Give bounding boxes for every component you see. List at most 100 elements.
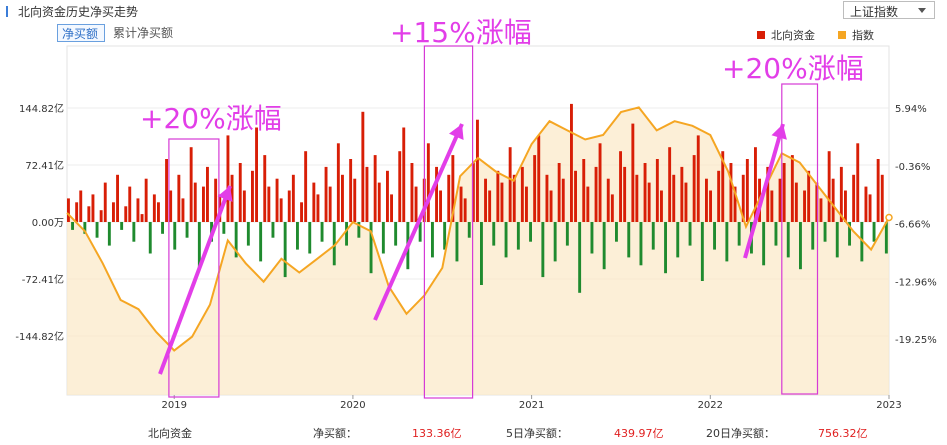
index-select-dropdown[interactable]: 上证指数 xyxy=(843,1,935,19)
y-left-tick-label: -144.82亿 xyxy=(15,330,64,343)
y-right-tick-label: -0.36% xyxy=(895,162,930,173)
northbound-bar xyxy=(856,143,860,222)
northbound-bar xyxy=(238,163,242,222)
northbound-bar xyxy=(574,170,577,222)
northbound-bar xyxy=(754,147,757,222)
legend-index-swatch xyxy=(838,31,846,39)
gain-annotation: +20%涨幅 xyxy=(722,52,864,85)
footer-net-value: 133.36亿 xyxy=(412,427,462,440)
arrowhead xyxy=(449,124,464,140)
northbound-bar xyxy=(152,194,156,222)
northbound-bar xyxy=(778,178,782,222)
legend-northbound-swatch xyxy=(757,31,765,39)
northbound-bar xyxy=(386,170,389,222)
northbound-bar xyxy=(132,222,136,242)
northbound-bar xyxy=(463,198,467,222)
arrow-line xyxy=(743,123,785,259)
northbound-bar xyxy=(263,155,267,222)
northbound-bar xyxy=(112,202,115,222)
legend-northbound[interactable]: 北向资金 xyxy=(757,27,815,43)
northbound-bar xyxy=(75,202,79,222)
x-tick-label: 2022 xyxy=(698,400,723,411)
northbound-bar xyxy=(87,206,91,222)
northbound-bar xyxy=(140,214,144,222)
northbound-bar xyxy=(803,190,806,222)
northbound-bar xyxy=(692,155,696,222)
northbound-bar xyxy=(799,222,802,270)
index-line xyxy=(66,106,890,352)
index-area xyxy=(67,107,889,396)
northbound-bar xyxy=(631,123,635,222)
tab-net-buy[interactable]: 净买额 xyxy=(57,24,105,42)
index-select-value: 上证指数 xyxy=(850,5,899,19)
northbound-bar xyxy=(267,186,271,222)
northbound-bar xyxy=(304,151,308,222)
footer-5d-value: 439.97亿 xyxy=(614,427,664,440)
index-endpoint xyxy=(885,213,893,222)
northbound-bar xyxy=(688,222,692,246)
northbound-bar xyxy=(361,111,365,222)
y-right-tick-label: -12.96% xyxy=(895,277,937,288)
legend-index[interactable]: 指数 xyxy=(838,27,874,43)
summary-footer: 北向资金 净买额： 133.36亿 5日净买额： 439.97亿 20日净买额：… xyxy=(0,420,947,445)
northbound-bar xyxy=(860,222,864,262)
northbound-bar xyxy=(283,222,287,278)
northbound-bar xyxy=(136,198,140,222)
northbound-bar xyxy=(324,166,328,222)
northbound-bar xyxy=(529,222,532,242)
northbound-bar xyxy=(492,222,496,246)
northbound-bar xyxy=(872,222,876,242)
northbound-bar xyxy=(664,222,667,274)
northbound-bar xyxy=(831,178,835,222)
northbound-bar xyxy=(451,155,455,222)
northbound-bar xyxy=(737,222,741,246)
footer-net-label: 净买额： xyxy=(313,427,357,440)
northbound-bar xyxy=(815,182,819,222)
northbound-bar xyxy=(308,222,312,254)
northbound-bar xyxy=(619,151,622,222)
arrowhead xyxy=(771,124,787,140)
northbound-bar xyxy=(610,194,614,222)
northbound-bar xyxy=(864,186,868,222)
page-title: 北向资金历史净买走势 xyxy=(18,5,139,19)
northbound-bar xyxy=(586,186,590,222)
northbound-bar xyxy=(811,222,815,250)
northbound-bar xyxy=(484,178,487,222)
northbound-bar xyxy=(717,170,721,222)
northbound-bar xyxy=(696,135,700,222)
northbound-bar xyxy=(741,174,745,222)
northbound-bar xyxy=(672,174,676,222)
gain-annotation: +20%涨幅 xyxy=(140,102,282,135)
northbound-bar xyxy=(471,163,475,222)
northbound-bar xyxy=(197,222,201,270)
northbound-bar xyxy=(222,222,226,234)
northbound-bar xyxy=(95,222,99,238)
title-accent-bar xyxy=(6,6,8,17)
northbound-bar xyxy=(214,178,218,222)
northbound-bar xyxy=(291,174,295,222)
northbound-bar xyxy=(177,174,181,222)
gain-annotation: +15%涨幅 xyxy=(390,16,532,49)
footer-20d-value: 756.32亿 xyxy=(818,427,868,440)
northbound-bar xyxy=(459,186,463,222)
northbound-chart: 144.82亿 72.41亿 0.00万 -72.41亿 -144.82亿 5.94% -0… xyxy=(15,16,937,411)
northbound-bar xyxy=(549,190,553,222)
northbound-bar xyxy=(565,222,569,246)
northbound-bar xyxy=(377,182,381,222)
northbound-bar xyxy=(242,190,246,222)
legend-index-label: 指数 xyxy=(852,29,874,42)
northbound-bar xyxy=(414,186,418,222)
northbound-bar xyxy=(782,163,786,222)
northbound-bar xyxy=(770,190,774,222)
northbound-bar xyxy=(766,166,770,222)
northbound-bar xyxy=(467,222,471,238)
northbound-bar xyxy=(705,178,708,222)
northbound-bar xyxy=(443,222,447,250)
northbound-bar xyxy=(398,151,402,222)
northbound-bar xyxy=(496,170,500,222)
footer-5d-label: 5日净买额： xyxy=(506,427,568,440)
northbound-bar xyxy=(279,198,283,222)
northbound-bar xyxy=(316,194,320,222)
northbound-bar xyxy=(332,222,336,266)
tab-cumulative-net-buy[interactable]: 累计净买额 xyxy=(113,26,174,40)
